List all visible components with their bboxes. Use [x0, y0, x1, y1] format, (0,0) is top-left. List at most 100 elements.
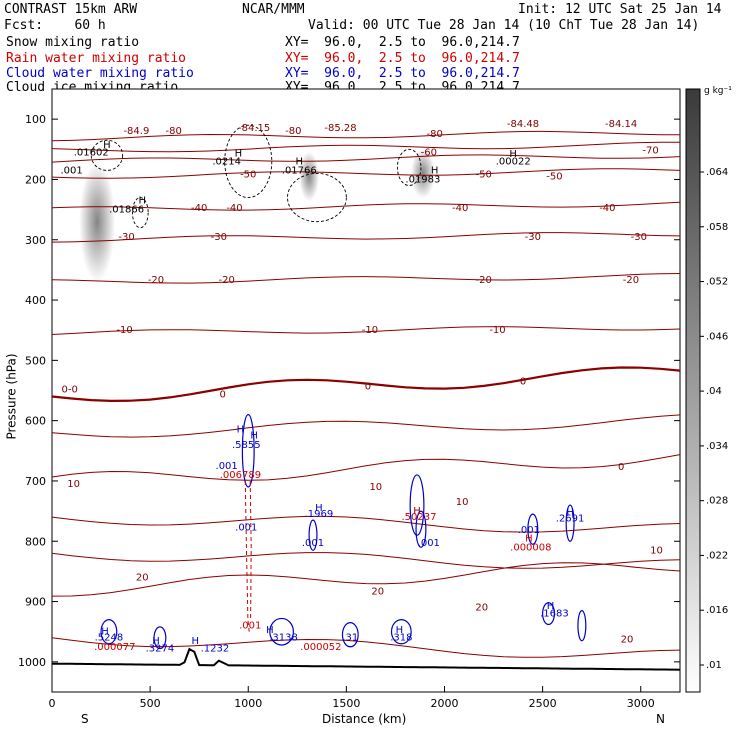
- contour-value-label: .01766: [282, 165, 317, 176]
- contour-value-label: 10: [650, 545, 663, 556]
- contour-value-label: .01866: [109, 205, 144, 216]
- isotherm: [51, 515, 681, 533]
- colorbar-tick-label: .028: [706, 496, 728, 507]
- contour-value-label: H: [266, 625, 274, 636]
- contour-value-label: -20: [218, 275, 234, 286]
- colorbar-tick-label: .022: [706, 550, 728, 561]
- isotherm: [51, 366, 681, 403]
- contour-value-label: .31: [342, 633, 358, 644]
- cloud-water-contour: [269, 617, 294, 646]
- y-axis-label: Pressure (hPa): [4, 353, 19, 440]
- colorbar-tick-label: .046: [706, 331, 728, 342]
- y-tick-label: 200: [25, 173, 46, 186]
- contour-value-label: 10: [369, 482, 382, 493]
- contour-value-label: 20: [136, 572, 149, 583]
- colorbar-tick-label: .04: [706, 386, 722, 397]
- contour-value-label: .000052: [300, 642, 341, 653]
- contour-value-label: .001: [239, 621, 261, 632]
- contour-value-label: -20: [148, 275, 164, 286]
- contour-value-label: H: [315, 503, 323, 514]
- contour-value-label: -20: [476, 275, 492, 286]
- cloud-ice-shading: [79, 148, 435, 282]
- cloud-water-contour: [542, 602, 555, 626]
- isotherm: [51, 552, 681, 569]
- contour-value-label: .001: [216, 461, 238, 472]
- isotherm: [51, 232, 681, 243]
- contour-value-label: -85.28: [324, 123, 356, 134]
- contour-value-label: -30: [211, 232, 227, 243]
- contour-value-label: 10: [67, 479, 80, 490]
- contour-value-label: 0: [365, 381, 371, 392]
- field-cloudwater-xy: XY= 96.0, 2.5 to 96.0,214.7: [285, 66, 520, 81]
- contour-value-label: -84.14: [605, 119, 637, 130]
- cloud-ice-contour: [90, 139, 124, 171]
- contour-value-label: -80: [285, 126, 301, 137]
- contour-value-label: 0: [520, 376, 526, 387]
- contour-value-label: H: [237, 425, 245, 436]
- contour-value-label: .001: [235, 522, 257, 533]
- contour-value-label: .3274: [146, 644, 175, 655]
- contour-value-label: .001: [518, 525, 540, 536]
- header-forecast-hour: Fcst: 60 h: [4, 18, 106, 33]
- contour-value-label: .2691: [556, 513, 585, 524]
- header-init-time: Init: 12 UTC Sat 25 Jan 14: [518, 2, 722, 17]
- x-tick-label: 1000: [234, 697, 262, 710]
- contour-value-label: -84.9: [123, 126, 149, 137]
- contour-value-label: H: [431, 165, 439, 176]
- contour-value-label: -84.15: [238, 123, 270, 134]
- x-tick-label: 2000: [431, 697, 459, 710]
- contour-value-label: H: [547, 601, 555, 612]
- contour-value-label: .001: [60, 165, 82, 176]
- contour-value-label: .001: [302, 538, 324, 549]
- contour-value-label: -50: [546, 171, 562, 182]
- contour-value-label: 20: [621, 635, 634, 646]
- terrain-line: [52, 647, 681, 671]
- cloud-water-contour: [308, 519, 318, 551]
- colorbar-tick-label: .016: [706, 605, 728, 616]
- contour-value-label: .000077: [94, 642, 135, 653]
- contour-value-label: H: [152, 636, 160, 647]
- contour-value-label: -10: [489, 325, 505, 336]
- contour-value-label: .01983: [405, 174, 440, 185]
- contour-value-label: -40: [599, 203, 615, 214]
- cloud-ice-blob: [79, 161, 116, 282]
- contour-value-label: H: [191, 636, 199, 647]
- contour-value-label: 20: [475, 603, 488, 614]
- contour-value-label: 20: [371, 586, 384, 597]
- rain-water-contour: [249, 480, 252, 620]
- y-tick-label: 600: [25, 415, 46, 428]
- y-tick-label: 400: [25, 294, 46, 307]
- x-axis-right-end: N: [656, 712, 665, 726]
- isotherm: [51, 130, 681, 142]
- colorbar-scale: [685, 88, 701, 693]
- header-model-name: CONTRAST 15km ARW: [4, 2, 138, 17]
- contour-value-label: 0-0: [61, 384, 77, 395]
- cloud-ice-contour: [287, 172, 347, 223]
- contour-value-label: -20: [623, 275, 639, 286]
- contour-value-label: H: [566, 507, 574, 518]
- cloud-ice-blob: [299, 151, 320, 202]
- isotherm: [51, 168, 681, 179]
- field-snow-xy: XY= 96.0, 2.5 to 96.0,214.7: [285, 35, 520, 50]
- terrain-profile: [52, 647, 681, 671]
- x-axis-label: Distance (km): [322, 712, 407, 726]
- isotherm: [51, 326, 681, 335]
- contour-value-label: -84.48: [507, 119, 539, 130]
- field-rain-name: Rain water mixing ratio: [6, 51, 187, 66]
- contour-value-label: -40: [452, 203, 468, 214]
- contour-value-label: .01602: [74, 147, 109, 158]
- contour-value-label: H: [101, 627, 109, 638]
- cloud-water-contour: [390, 619, 412, 645]
- contour-value-label: .0214: [212, 156, 241, 167]
- isotherm: [51, 201, 681, 211]
- contour-value-label: -30: [631, 232, 647, 243]
- colorbar-unit: g kg⁻¹: [704, 86, 732, 96]
- isotherm: [51, 154, 681, 163]
- y-tick-label: 700: [25, 475, 46, 488]
- contour-value-label: .1969: [305, 509, 334, 520]
- contour-value-label: H: [103, 140, 111, 151]
- cloud-water-contour: [341, 622, 359, 648]
- contour-value-label: .50237: [401, 512, 436, 523]
